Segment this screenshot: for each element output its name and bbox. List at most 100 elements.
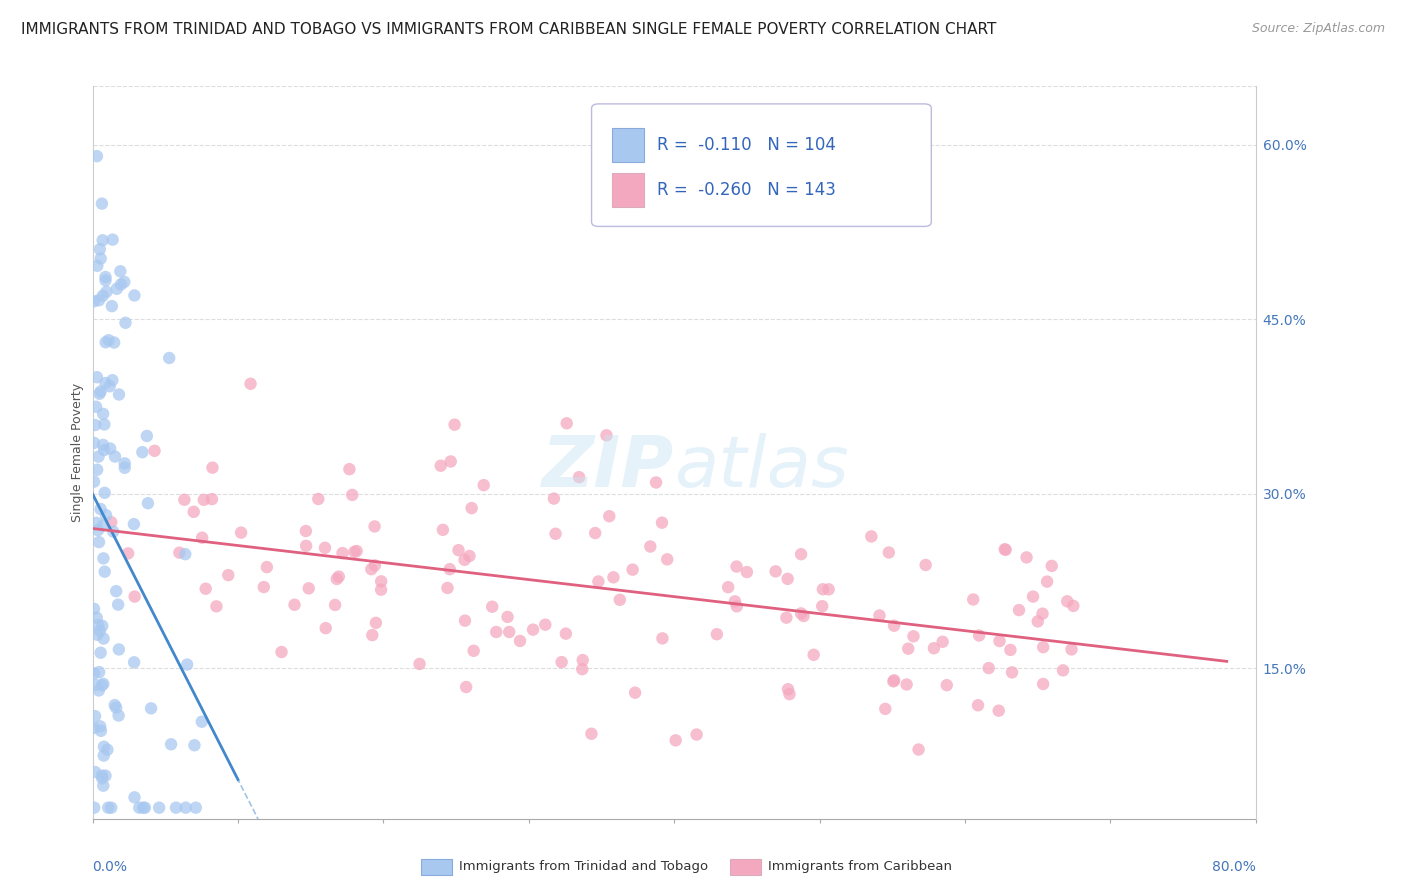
Point xyxy=(117,546,139,560)
Point xyxy=(651,516,673,530)
Point xyxy=(935,678,957,692)
Point xyxy=(131,445,153,459)
Point xyxy=(105,282,128,296)
Point xyxy=(165,800,187,814)
Point xyxy=(128,800,150,814)
Y-axis label: Single Female Poverty: Single Female Poverty xyxy=(72,384,84,523)
Point xyxy=(169,546,191,560)
Text: 80.0%: 80.0% xyxy=(1212,860,1256,873)
Point xyxy=(94,769,117,783)
Point xyxy=(122,517,145,532)
Point xyxy=(193,492,215,507)
Point xyxy=(105,700,128,714)
Point xyxy=(725,559,748,574)
Point xyxy=(91,779,114,793)
Point xyxy=(136,496,159,510)
Point xyxy=(270,645,292,659)
Point xyxy=(765,565,787,579)
Point xyxy=(790,607,813,621)
Point xyxy=(509,634,531,648)
Point xyxy=(522,623,544,637)
Point xyxy=(364,558,387,573)
Point xyxy=(97,333,120,347)
Text: ZIP: ZIP xyxy=(541,433,675,502)
Point xyxy=(460,501,482,516)
Point xyxy=(903,629,925,643)
Point xyxy=(97,800,120,814)
Point xyxy=(914,558,936,572)
Point xyxy=(877,545,900,559)
Point xyxy=(790,547,813,561)
Point xyxy=(860,529,883,543)
Point xyxy=(554,626,576,640)
Text: atlas: atlas xyxy=(675,433,849,502)
Point xyxy=(135,429,157,443)
Point xyxy=(91,518,114,533)
Point xyxy=(897,641,920,656)
Point xyxy=(534,617,557,632)
Point xyxy=(94,270,117,285)
Point xyxy=(124,590,146,604)
Point xyxy=(1000,643,1022,657)
Point xyxy=(94,335,117,350)
Point xyxy=(685,727,707,741)
Point xyxy=(103,524,125,539)
Point xyxy=(191,714,214,729)
Point xyxy=(342,488,364,502)
Point xyxy=(967,628,990,642)
Point xyxy=(1015,550,1038,565)
Point xyxy=(360,562,382,576)
Point xyxy=(256,560,278,574)
Point xyxy=(295,539,318,553)
Point xyxy=(84,709,107,723)
Point xyxy=(173,492,195,507)
Point xyxy=(436,581,458,595)
Point xyxy=(89,665,111,680)
Point xyxy=(191,531,214,545)
Point xyxy=(1008,603,1031,617)
Point xyxy=(253,580,276,594)
Point xyxy=(326,572,349,586)
Point xyxy=(588,574,610,589)
Point xyxy=(87,683,110,698)
Point xyxy=(717,580,740,594)
Point xyxy=(583,526,606,541)
Point xyxy=(90,252,112,266)
Point xyxy=(543,491,565,506)
Point xyxy=(83,800,105,814)
Point xyxy=(363,519,385,533)
Point xyxy=(869,608,891,623)
Point xyxy=(104,450,127,464)
Point xyxy=(1026,615,1049,629)
Point xyxy=(132,800,155,814)
Text: Immigrants from Trinidad and Tobago: Immigrants from Trinidad and Tobago xyxy=(460,860,709,873)
Point xyxy=(645,475,668,490)
Point xyxy=(364,615,387,630)
Point xyxy=(160,737,183,751)
Point xyxy=(100,515,122,529)
Point xyxy=(148,800,170,814)
Point xyxy=(194,582,217,596)
Point xyxy=(343,545,366,559)
Point xyxy=(988,634,1011,648)
Point xyxy=(83,602,105,616)
Point xyxy=(91,289,114,303)
Point xyxy=(439,562,461,576)
Point xyxy=(447,543,470,558)
Point xyxy=(101,233,124,247)
Point xyxy=(86,611,108,625)
Point xyxy=(96,742,118,756)
Point xyxy=(456,680,478,694)
Point xyxy=(89,624,111,638)
Point xyxy=(94,508,117,523)
Point xyxy=(83,721,105,735)
Point xyxy=(86,516,108,530)
Point xyxy=(114,456,136,470)
Point xyxy=(183,738,205,752)
Point xyxy=(994,542,1017,557)
Point xyxy=(174,547,197,561)
Point xyxy=(1001,665,1024,680)
Point xyxy=(602,570,624,584)
Point xyxy=(463,644,485,658)
Point xyxy=(86,628,108,642)
